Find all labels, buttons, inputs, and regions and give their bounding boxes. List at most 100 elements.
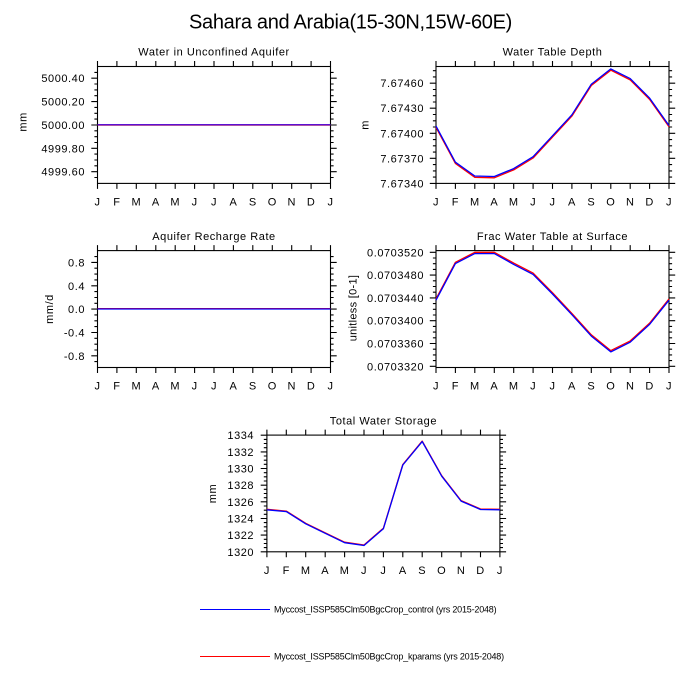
svg-text:D: D <box>307 381 316 393</box>
svg-text:-0.8: -0.8 <box>64 351 85 363</box>
svg-text:A: A <box>229 196 237 208</box>
svg-text:M: M <box>170 196 180 208</box>
svg-text:D: D <box>645 381 654 393</box>
svg-text:M: M <box>509 381 519 393</box>
svg-text:A: A <box>152 381 160 393</box>
svg-text:A: A <box>568 381 576 393</box>
svg-text:Sahara and Arabia(15-30N,15W-6: Sahara and Arabia(15-30N,15W-60E) <box>189 12 512 34</box>
svg-text:S: S <box>587 381 595 393</box>
svg-text:J: J <box>211 196 217 208</box>
svg-text:1330: 1330 <box>227 464 254 476</box>
svg-text:m: m <box>360 120 372 130</box>
svg-text:N: N <box>457 565 466 577</box>
svg-text:J: J <box>497 565 503 577</box>
svg-text:J: J <box>433 196 439 208</box>
svg-text:F: F <box>113 196 120 208</box>
svg-text:F: F <box>452 196 459 208</box>
svg-text:A: A <box>490 381 498 393</box>
svg-text:J: J <box>549 196 555 208</box>
svg-text:J: J <box>94 196 100 208</box>
svg-text:J: J <box>666 196 672 208</box>
svg-text:M: M <box>170 381 180 393</box>
svg-text:S: S <box>587 196 595 208</box>
svg-text:J: J <box>192 381 198 393</box>
svg-text:O: O <box>606 196 615 208</box>
svg-text:0.0703400: 0.0703400 <box>367 316 424 328</box>
svg-text:J: J <box>361 565 367 577</box>
svg-text:D: D <box>307 196 316 208</box>
svg-text:M: M <box>340 565 350 577</box>
svg-text:7.67400: 7.67400 <box>380 128 424 140</box>
svg-text:N: N <box>626 196 635 208</box>
svg-text:Myccost_ISSP585Clm50BgcCrop_co: Myccost_ISSP585Clm50BgcCrop_control (yrs… <box>274 605 497 615</box>
svg-text:5000.00: 5000.00 <box>41 120 85 132</box>
svg-text:4999.60: 4999.60 <box>41 167 85 179</box>
svg-text:0.4: 0.4 <box>68 281 85 293</box>
svg-text:F: F <box>283 565 290 577</box>
svg-text:mm/d: mm/d <box>44 294 56 324</box>
svg-text:0.0: 0.0 <box>68 304 85 316</box>
svg-text:A: A <box>152 196 160 208</box>
svg-text:7.67460: 7.67460 <box>380 78 424 90</box>
svg-text:7.67430: 7.67430 <box>380 103 424 115</box>
svg-text:J: J <box>530 381 536 393</box>
svg-text:O: O <box>268 196 277 208</box>
svg-text:J: J <box>264 565 270 577</box>
svg-text:M: M <box>470 196 480 208</box>
svg-text:A: A <box>490 196 498 208</box>
svg-text:Myccost_ISSP585Clm50BgcCrop_kp: Myccost_ISSP585Clm50BgcCrop_kparams (yrs… <box>274 652 504 662</box>
svg-text:S: S <box>249 381 257 393</box>
svg-text:0.0703360: 0.0703360 <box>367 339 424 351</box>
svg-text:0.0703480: 0.0703480 <box>367 270 424 282</box>
svg-text:1334: 1334 <box>227 430 254 442</box>
svg-text:M: M <box>131 196 141 208</box>
svg-text:M: M <box>131 381 141 393</box>
svg-text:1332: 1332 <box>227 447 254 459</box>
svg-text:N: N <box>287 381 296 393</box>
svg-text:7.67340: 7.67340 <box>380 178 424 190</box>
svg-text:J: J <box>530 196 536 208</box>
svg-text:A: A <box>399 565 407 577</box>
svg-text:A: A <box>568 196 576 208</box>
svg-text:O: O <box>268 381 277 393</box>
svg-text:5000.40: 5000.40 <box>41 73 85 85</box>
svg-text:D: D <box>645 196 654 208</box>
svg-text:mm: mm <box>18 112 30 131</box>
svg-text:A: A <box>229 381 237 393</box>
svg-text:Aquifer Recharge Rate: Aquifer Recharge Rate <box>152 231 275 243</box>
svg-text:J: J <box>380 565 386 577</box>
svg-text:D: D <box>476 565 485 577</box>
svg-text:Frac Water Table at Surface: Frac Water Table at Surface <box>477 231 628 243</box>
svg-text:0.0703320: 0.0703320 <box>367 361 424 373</box>
svg-text:N: N <box>287 196 296 208</box>
svg-text:mm: mm <box>207 484 219 503</box>
svg-text:M: M <box>470 381 480 393</box>
svg-text:Total Water Storage: Total Water Storage <box>330 415 437 427</box>
svg-text:F: F <box>113 381 120 393</box>
svg-text:1322: 1322 <box>227 530 254 542</box>
svg-text:J: J <box>549 381 555 393</box>
svg-text:J: J <box>192 196 198 208</box>
svg-text:4999.80: 4999.80 <box>41 143 85 155</box>
svg-text:J: J <box>327 196 333 208</box>
svg-text:M: M <box>301 565 311 577</box>
svg-text:J: J <box>211 381 217 393</box>
svg-text:O: O <box>437 565 446 577</box>
svg-text:O: O <box>606 381 615 393</box>
svg-text:J: J <box>666 381 672 393</box>
svg-text:S: S <box>249 196 257 208</box>
svg-text:1320: 1320 <box>227 547 254 559</box>
svg-text:M: M <box>509 196 519 208</box>
svg-text:J: J <box>433 381 439 393</box>
svg-text:J: J <box>94 381 100 393</box>
svg-text:Water in Unconfined Aquifer: Water in Unconfined Aquifer <box>138 46 289 58</box>
svg-text:F: F <box>452 381 459 393</box>
svg-text:J: J <box>327 381 333 393</box>
svg-text:A: A <box>321 565 329 577</box>
svg-text:N: N <box>626 381 635 393</box>
svg-text:1324: 1324 <box>227 514 254 526</box>
svg-text:-0.4: -0.4 <box>64 328 85 340</box>
svg-text:7.67370: 7.67370 <box>380 153 424 165</box>
svg-text:0.0703440: 0.0703440 <box>367 293 424 305</box>
svg-text:1328: 1328 <box>227 480 254 492</box>
